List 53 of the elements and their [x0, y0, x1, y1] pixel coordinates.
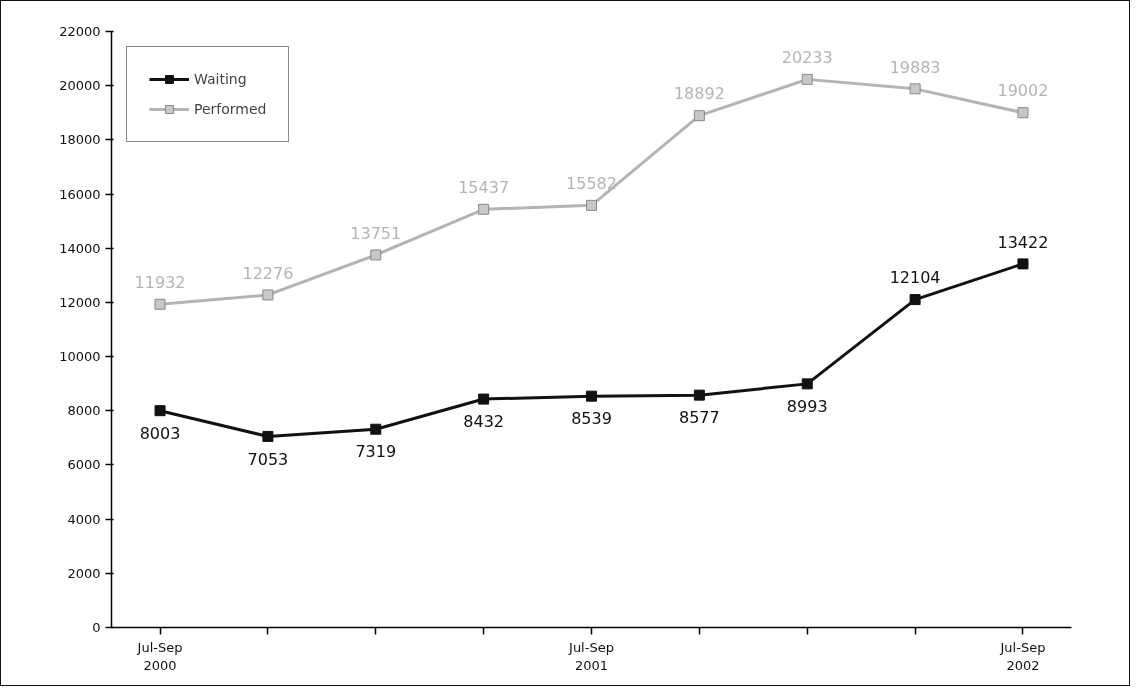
point — [801, 73, 813, 85]
data-label: 7319 — [355, 442, 397, 462]
point — [1017, 107, 1029, 119]
y-tick-label: 14000 — [59, 240, 101, 256]
data-label: 8003 — [139, 423, 181, 443]
y-tick-label: 18000 — [59, 132, 101, 148]
point — [586, 390, 597, 402]
point — [801, 378, 813, 390]
legend-label: Performed — [194, 101, 267, 117]
x-tick-label: Jul-Sep 2000 — [136, 639, 183, 673]
point — [154, 298, 166, 310]
data-label: 8993 — [786, 397, 828, 417]
y-tick-label: 20000 — [59, 78, 101, 94]
data-label: 12276 — [242, 263, 294, 283]
point — [154, 405, 166, 417]
data-label: 13751 — [350, 223, 402, 243]
point — [262, 289, 274, 301]
data-label: 8577 — [679, 408, 720, 428]
data-label: 20233 — [781, 48, 833, 68]
data-label: 15437 — [458, 178, 510, 198]
x-tick-label: Jul-Sep 2002 — [999, 639, 1046, 673]
point — [370, 423, 382, 435]
data-label: 8539 — [571, 409, 612, 429]
point — [1017, 258, 1029, 270]
y-tick-label: 2000 — [67, 565, 101, 581]
data-label: 7053 — [247, 449, 289, 469]
point — [909, 294, 921, 306]
data-label: 19002 — [997, 81, 1049, 101]
point — [262, 430, 274, 442]
data-label: 13422 — [997, 232, 1049, 252]
y-tick-label: 4000 — [67, 511, 101, 527]
y-tick-label: 12000 — [59, 294, 101, 310]
y-tick-label: 0 — [92, 620, 101, 635]
point — [693, 110, 705, 122]
y-tick-label: 6000 — [67, 457, 101, 473]
data-label: 15582 — [566, 174, 617, 194]
y-tick-label: 10000 — [59, 349, 101, 365]
point — [586, 199, 597, 211]
point — [478, 203, 490, 215]
point — [370, 249, 382, 261]
data-label: 8432 — [463, 412, 504, 432]
y-tick-label: 16000 — [59, 186, 101, 202]
point — [478, 393, 490, 405]
y-tick-label: 22000 — [59, 24, 101, 39]
data-label: 18892 — [673, 84, 725, 104]
point — [909, 83, 921, 95]
data-label: 11932 — [134, 273, 186, 292]
data-label: 19883 — [889, 57, 941, 77]
point — [693, 389, 705, 401]
x-tick-label: Jul-Sep 2001 — [568, 639, 614, 673]
legend-label: Waiting — [194, 71, 247, 87]
data-label: 12104 — [889, 268, 941, 288]
y-tick-label: 8000 — [67, 403, 101, 419]
